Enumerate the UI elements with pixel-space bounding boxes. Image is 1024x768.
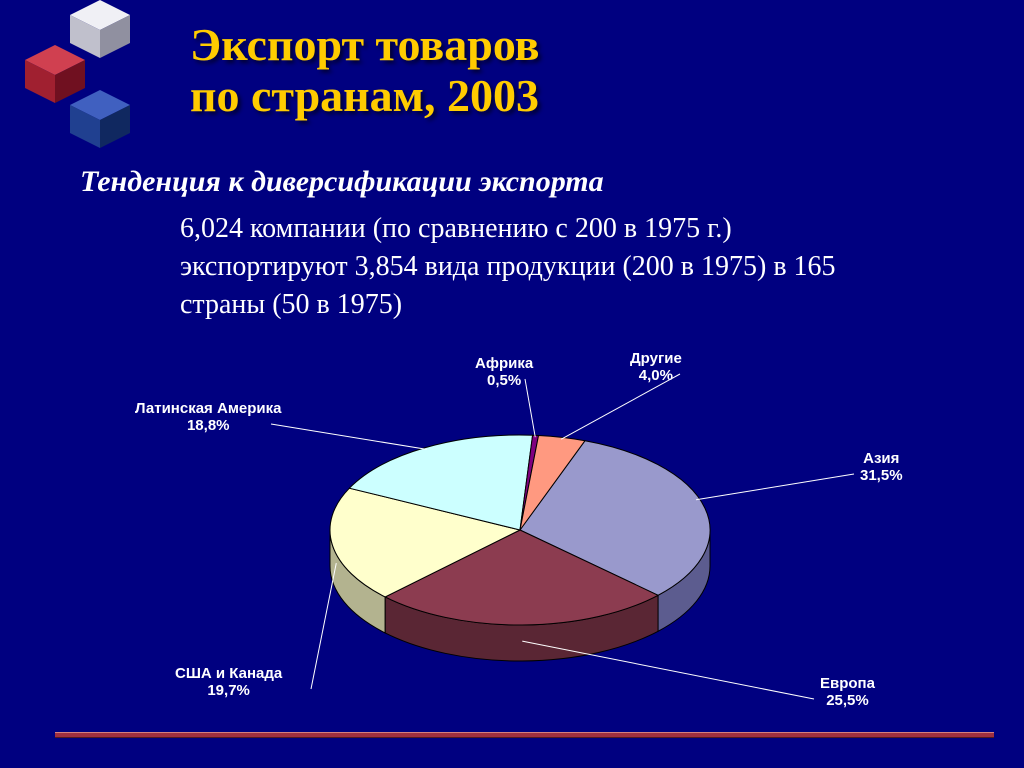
slide-title: Экспорт товаров по странам, 2003 — [190, 20, 930, 121]
pie-slice-label-name: Латинская Америка — [135, 400, 281, 417]
pie-slice-label-value: 0,5% — [487, 372, 521, 389]
pie-slice-label: Другие4,0% — [630, 350, 682, 385]
pie-chart: Азия31,5% Европа25,5% США и Канада19,7% Лат… — [120, 335, 920, 725]
footer-divider — [55, 732, 994, 738]
corner-cubes-icon — [0, 0, 170, 160]
pie-slice-label: Азия31,5% — [860, 450, 903, 485]
pie-slice-label-name: Африка — [475, 355, 533, 372]
pie-slice-label-value: 25,5% — [826, 692, 869, 709]
pie-slice-label-value: 18,8% — [187, 417, 230, 434]
pie-slice-label: США и Канада19,7% — [175, 665, 282, 700]
pie-slice-label-value: 4,0% — [639, 367, 673, 384]
pie-leader-line — [696, 474, 854, 500]
slide-subtitle: Тенденция к диверсификации экспорта — [80, 165, 930, 199]
pie-slice-label: Африка0,5% — [475, 355, 533, 390]
slide: Экспорт товаров по странам, 2003 Тенденц… — [0, 0, 1024, 768]
pie-slice-label-value: 31,5% — [860, 467, 903, 484]
pie-slice-label-name: Европа — [820, 675, 875, 692]
pie-slice-label-name: Другие — [630, 350, 682, 367]
pie-leader-line — [522, 641, 814, 699]
pie-slice-label-name: Азия — [863, 450, 899, 467]
pie-slice-label: Латинская Америка18,8% — [135, 400, 281, 435]
pie-leader-line — [271, 424, 427, 449]
pie-slice-label-name: США и Канада — [175, 665, 282, 682]
pie-leader-line — [311, 563, 336, 689]
title-line2: по странам, 2003 — [190, 70, 539, 121]
slide-body-text: 6,024 компании (по сравнению с 200 в 197… — [180, 210, 900, 323]
pie-slice-label: Европа25,5% — [820, 675, 875, 710]
title-line1: Экспорт товаров — [190, 19, 540, 70]
pie-slice-label-value: 19,7% — [207, 682, 250, 699]
